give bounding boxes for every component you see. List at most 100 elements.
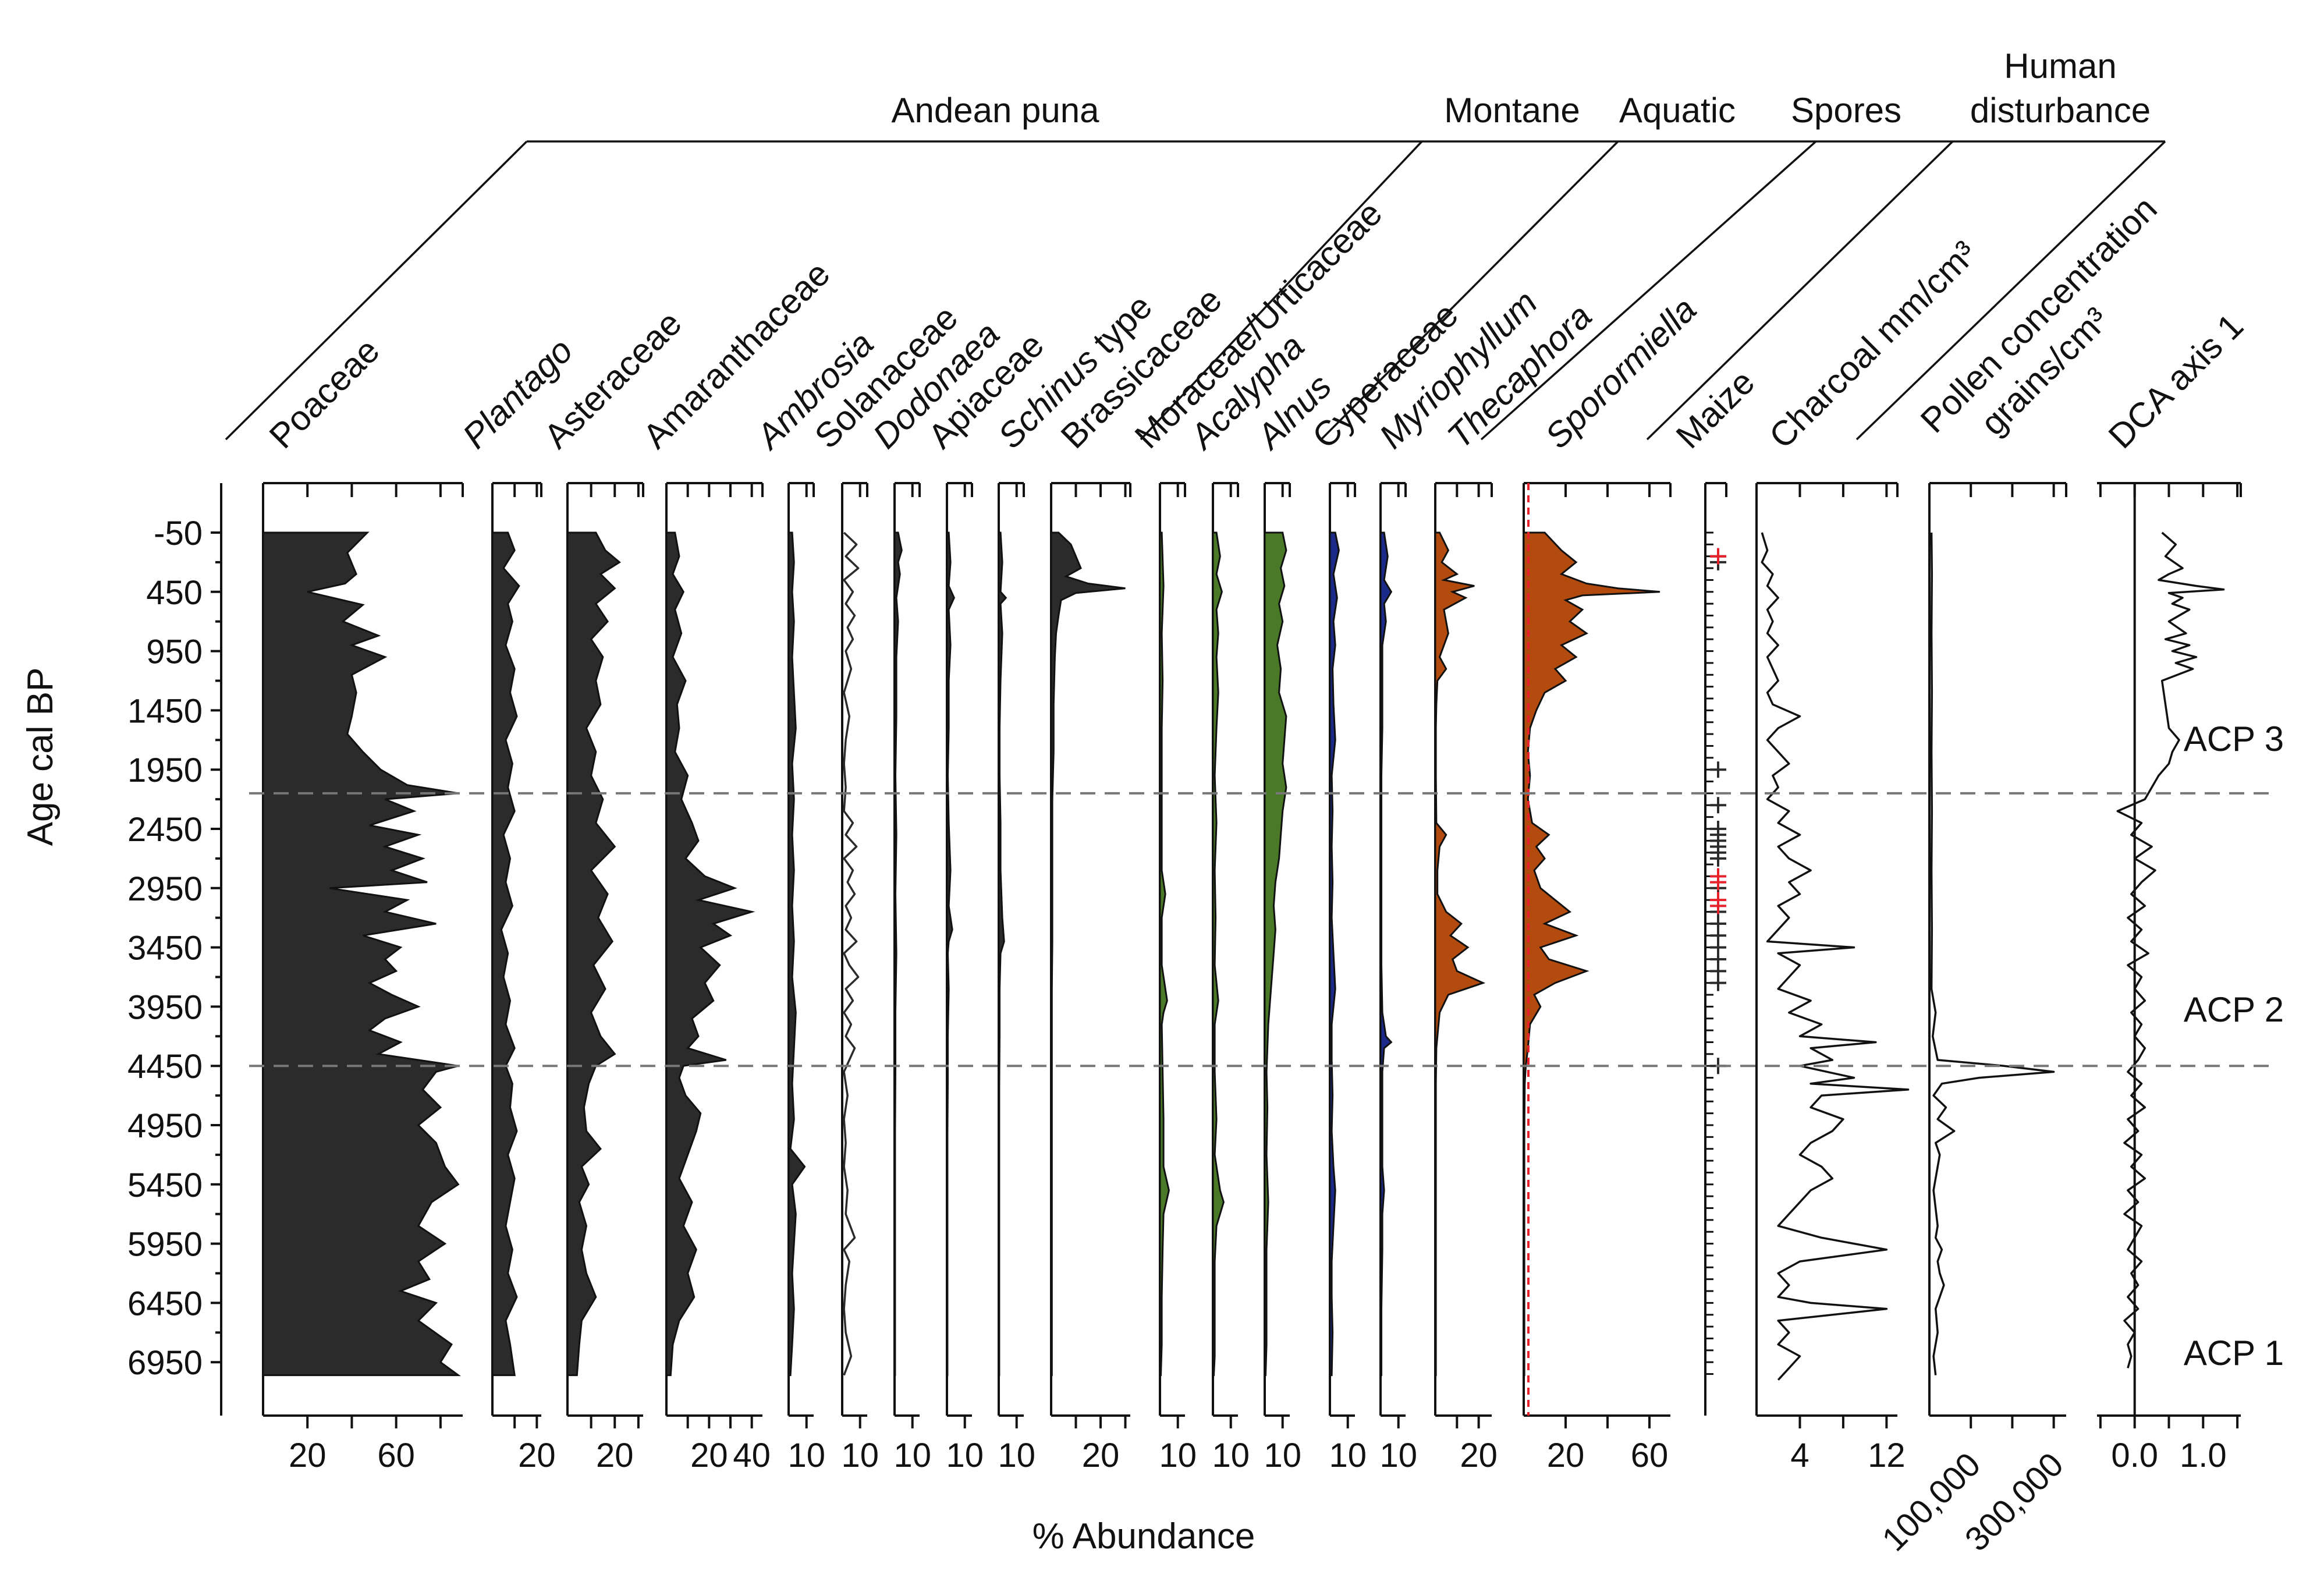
maize-presence-marker: [1710, 974, 1726, 991]
panel-tick-label: 10: [1379, 1437, 1417, 1474]
maize-presence-marker-red: [1710, 898, 1726, 914]
panel-tick-label: 20: [518, 1437, 556, 1474]
maize-presence-marker-red: [1710, 874, 1726, 891]
panel-tick-label: 10: [1212, 1437, 1250, 1474]
series-label: Maize: [1669, 363, 1762, 456]
group-headers: Andean puna Montane Aquatic Spores Human dist…: [891, 47, 2151, 130]
series-line: [1930, 532, 2055, 1375]
series-line: [1761, 532, 1910, 1381]
maize-presence-marker-red: [1710, 548, 1726, 565]
zone-boundaries: ACP 3 ACP 2 ACP 1: [249, 719, 2284, 1373]
panel-tick-label: 20: [1082, 1437, 1120, 1474]
zone-label: ACP 3: [2184, 719, 2284, 758]
panel-tick-label: 10: [841, 1437, 879, 1474]
maize-presence-marker: [1710, 761, 1726, 778]
age-tick-label: 1950: [127, 751, 203, 789]
panel-tick-label: 10: [1264, 1437, 1301, 1474]
panel-tick-label: 10: [1159, 1437, 1197, 1474]
panel-tick-label: 10: [998, 1437, 1035, 1474]
zone-label: ACP 1: [2184, 1334, 2284, 1373]
x-axis-label: % Abundance: [1033, 1516, 1255, 1556]
series-area: [893, 531, 903, 1377]
series-area: [1379, 531, 1393, 1377]
series-area: [491, 531, 520, 1377]
age-tick-label: 1450: [127, 692, 203, 730]
series-area: [1523, 531, 1660, 1377]
age-tick-label: 2950: [127, 870, 203, 908]
panel-amaranthaceae: Amaranthaceae 20 40: [636, 254, 838, 1474]
series-area: [1212, 531, 1225, 1377]
series-area: [1050, 531, 1126, 1377]
group-divider-line: [1140, 140, 1423, 441]
group-label: Andean puna: [891, 91, 1099, 130]
maize-presence-marker: [1710, 850, 1726, 867]
panel-tick-label: 10: [946, 1437, 984, 1474]
zone-label: ACP 2: [2184, 990, 2284, 1029]
series-area: [262, 531, 461, 1377]
group-label: Montane: [1444, 91, 1580, 130]
panel-tick-label: 12: [1868, 1437, 1906, 1474]
panel-dca-axis-1: DCA axis 1 0.0 1.0: [2097, 306, 2251, 1474]
series-label: Poaceae: [262, 331, 387, 456]
series-area: [998, 531, 1007, 1377]
series-area: [566, 531, 621, 1377]
panel-tick-label: 20: [289, 1437, 327, 1474]
age-tick-label: 950: [146, 633, 203, 671]
series-label: Amaranthaceae: [636, 254, 838, 456]
age-tick-label: 6450: [127, 1285, 203, 1322]
y-axis-label: Age cal BP: [20, 668, 61, 846]
group-label: Spores: [1791, 91, 1901, 130]
age-axis: Age cal BP -50 450 950 1450 1950 2450 2950 3450…: [20, 483, 222, 1416]
label-guides: [225, 140, 2166, 441]
age-tick-label: -50: [154, 515, 203, 552]
panel-tick-label: 40: [733, 1437, 771, 1474]
panel-tick-label: 60: [1631, 1437, 1669, 1474]
group-label: Aquatic: [1619, 91, 1736, 130]
series-area: [1159, 531, 1170, 1377]
panel-tick-label: 1.0: [2180, 1437, 2227, 1474]
panel-tick-label: 4: [1790, 1437, 1809, 1474]
age-tick-label: 5950: [127, 1226, 203, 1264]
series-line: [2116, 531, 2225, 1368]
panel-tick-label: 20: [690, 1437, 728, 1474]
panel-tick-label: 60: [377, 1437, 415, 1474]
panel-tick-label: 0.0: [2111, 1437, 2158, 1474]
age-tick-label: 3450: [127, 930, 203, 967]
maize-presence-marker: [1710, 797, 1726, 814]
group-divider-line: [1320, 140, 1619, 441]
panel-maize: Maize: [1669, 363, 1762, 1416]
series-area: [1434, 531, 1486, 1377]
series-area: [787, 531, 806, 1377]
age-tick-label: 6950: [127, 1344, 203, 1382]
panel-tick-label: 20: [1460, 1437, 1498, 1474]
group-divider-line: [225, 140, 528, 441]
panel-poaceae: Poaceae 20 60: [262, 331, 464, 1474]
group-label: Human disturbance: [1970, 47, 2151, 130]
series-label: DCA axis 1: [2101, 306, 2251, 456]
series-area: [1264, 531, 1287, 1377]
age-tick-label: 4450: [127, 1048, 203, 1086]
panel-tick-label: 10: [893, 1437, 931, 1474]
series-line: [843, 531, 860, 1376]
group-divider-line: [1480, 140, 1817, 441]
group-divider-line: [1855, 140, 2166, 441]
series-area: [946, 531, 955, 1377]
age-tick-label: 5450: [127, 1166, 203, 1204]
panel-tick-label: 20: [596, 1437, 634, 1474]
panel-tick-label: 20: [1547, 1437, 1585, 1474]
series-area: [1329, 531, 1340, 1377]
